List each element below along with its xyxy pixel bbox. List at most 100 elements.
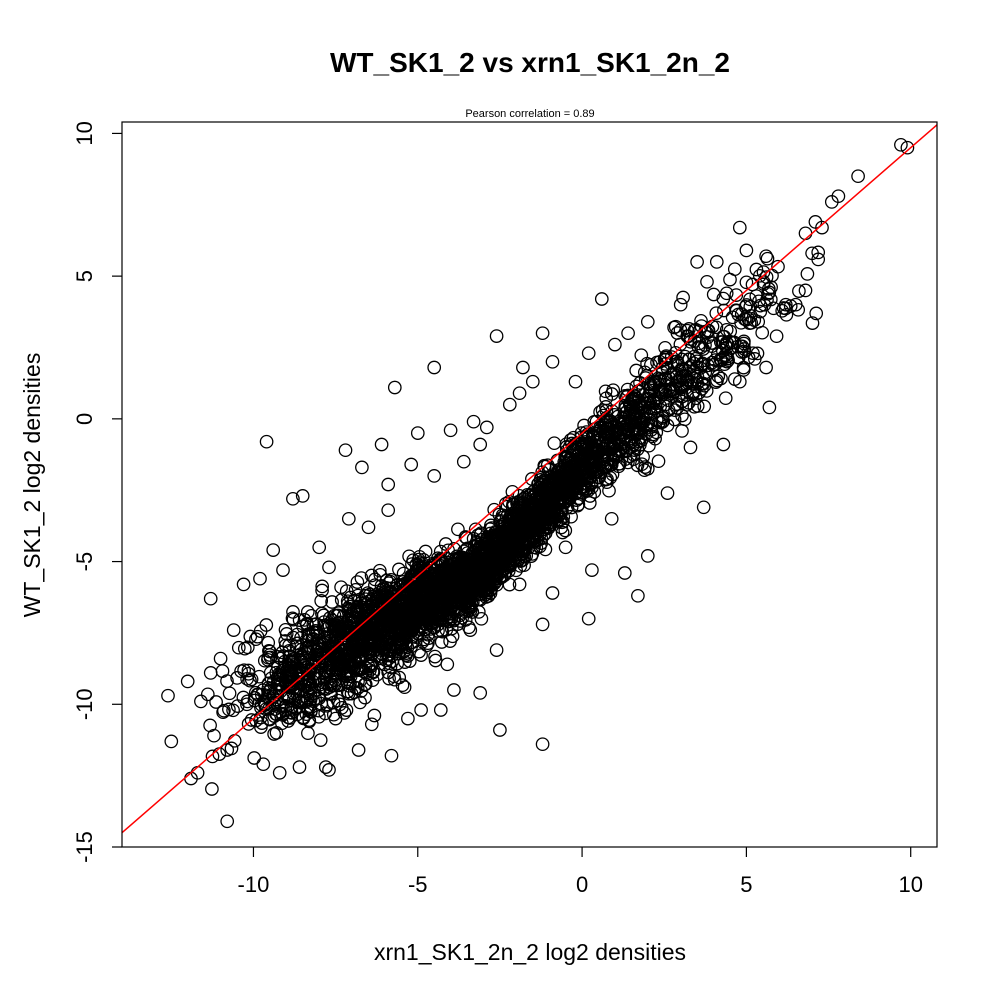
data-point <box>585 563 599 577</box>
data-point <box>266 543 281 557</box>
data-point <box>411 572 425 586</box>
data-point <box>164 734 179 749</box>
data-point <box>555 481 570 496</box>
data-point <box>559 449 573 464</box>
data-point <box>247 751 262 765</box>
data-point <box>295 489 310 503</box>
data-point <box>360 644 375 659</box>
y-tick-label: 10 <box>72 121 97 145</box>
data-point <box>499 539 514 554</box>
data-point <box>690 255 704 269</box>
data-point <box>372 563 387 578</box>
data-point <box>746 346 760 361</box>
data-point <box>354 684 369 698</box>
data-point <box>356 664 371 679</box>
data-point <box>240 640 255 655</box>
data-point <box>629 379 644 394</box>
data-point <box>596 451 610 466</box>
data-point <box>512 577 527 592</box>
data-point <box>555 503 569 517</box>
data-point <box>222 686 237 701</box>
data-point <box>471 528 485 543</box>
data-point <box>367 628 382 643</box>
data-point <box>414 703 428 717</box>
data-point <box>390 594 405 609</box>
data-point <box>586 428 600 443</box>
data-point <box>302 714 317 729</box>
data-point <box>759 249 773 264</box>
data-point <box>548 467 563 482</box>
data-point <box>257 653 272 668</box>
data-point <box>254 720 268 734</box>
data-point <box>397 680 412 695</box>
data-point <box>462 620 476 635</box>
data-point <box>689 351 704 366</box>
data-point <box>450 579 465 593</box>
plot-frame <box>121 121 938 848</box>
y-tick-label: 0 <box>72 413 97 425</box>
data-point <box>778 297 793 312</box>
data-point <box>709 320 724 335</box>
data-point <box>433 703 448 717</box>
chart-subtitle: Pearson correlation = 0.89 <box>465 108 594 120</box>
data-point <box>535 617 550 632</box>
data-point <box>569 466 583 481</box>
regression-line <box>121 124 938 834</box>
data-point <box>374 437 389 452</box>
data-point <box>504 511 519 526</box>
data-point <box>451 522 465 537</box>
data-point <box>670 401 684 415</box>
data-point <box>634 348 649 363</box>
data-point <box>378 640 392 655</box>
data-point <box>332 606 346 620</box>
data-point <box>361 520 376 535</box>
data-point <box>399 648 413 662</box>
data-point <box>452 602 467 617</box>
data-point <box>286 685 300 700</box>
data-point <box>389 615 404 630</box>
data-point <box>687 377 702 391</box>
data-point <box>547 484 561 499</box>
data-point <box>547 470 561 485</box>
data-point <box>284 680 298 694</box>
data-point <box>585 480 599 495</box>
data-point <box>207 728 221 743</box>
data-point <box>461 557 476 572</box>
data-point <box>606 452 620 466</box>
data-point <box>449 588 463 603</box>
data-point <box>706 287 721 302</box>
data-point <box>309 617 324 631</box>
data-point <box>379 573 394 588</box>
data-point <box>381 477 396 492</box>
data-point <box>673 373 687 388</box>
data-point <box>286 491 300 506</box>
data-point <box>660 486 675 500</box>
data-point <box>711 369 726 384</box>
data-point <box>298 646 312 660</box>
data-point <box>273 668 287 683</box>
y-axis: -15 -10 -5 0 5 10 <box>72 121 122 863</box>
data-point <box>792 284 806 298</box>
data-point <box>414 648 428 662</box>
data-point <box>651 454 666 469</box>
data-point <box>759 360 773 375</box>
data-point <box>516 510 531 525</box>
data-point <box>562 485 577 500</box>
data-point <box>230 699 245 713</box>
data-point <box>324 687 338 701</box>
data-point <box>253 624 268 638</box>
data-point <box>719 286 734 301</box>
data-point <box>492 507 507 522</box>
data-point <box>357 641 371 655</box>
data-point <box>652 374 667 388</box>
data-point <box>532 493 547 508</box>
data-point <box>604 429 619 444</box>
data-point <box>203 591 218 606</box>
data-point <box>456 454 471 469</box>
data-point <box>731 307 746 322</box>
data-point <box>559 440 574 454</box>
data-point <box>320 657 334 672</box>
x-tick-label: -5 <box>408 872 428 897</box>
data-point <box>299 694 314 709</box>
data-point <box>582 453 597 468</box>
